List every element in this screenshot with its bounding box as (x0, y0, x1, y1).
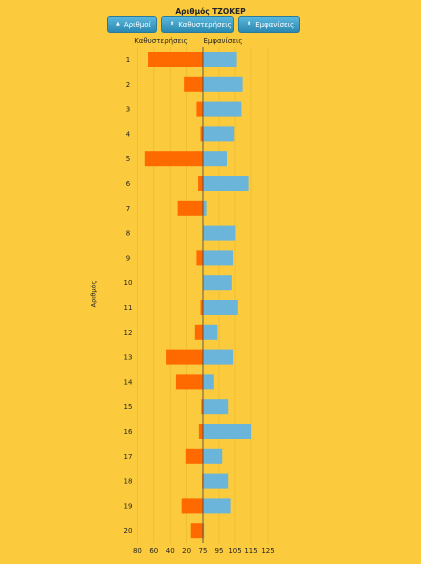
left-tick-label: 40 (166, 547, 175, 555)
appearance-bar (203, 349, 233, 365)
appearance-bar (203, 523, 205, 539)
appearance-bar (203, 399, 229, 415)
delay-bar (201, 399, 203, 415)
delay-bar (177, 200, 203, 216)
delay-bar (166, 349, 203, 365)
delay-bar (184, 76, 203, 92)
category-label: 18 (124, 478, 133, 486)
category-label: 1 (126, 56, 130, 64)
delay-bar (181, 498, 203, 514)
delay-bar (200, 126, 203, 142)
delay-bar (202, 473, 203, 489)
sort-up-icon: ▲ (116, 21, 120, 27)
appearance-bar (203, 498, 231, 514)
category-label: 6 (126, 180, 131, 188)
delay-bar (144, 151, 203, 167)
delay-bar (148, 52, 203, 67)
right-tick-label: 75 (199, 547, 208, 555)
sort-delays-button[interactable]: ⬍ Καθυστερήσεις (161, 16, 234, 33)
appearance-bar (203, 225, 236, 241)
sort-delays-label: Καθυστερήσεις (178, 20, 232, 29)
delay-bar (196, 101, 203, 117)
delay-bar (190, 523, 203, 539)
category-label: 8 (126, 230, 130, 238)
left-tick-label: 80 (133, 547, 142, 555)
category-label: 13 (124, 354, 133, 362)
category-label: 9 (126, 254, 130, 262)
right-tick-label: 125 (261, 547, 274, 555)
delay-bar (185, 448, 203, 464)
category-label: 11 (124, 304, 133, 312)
appearance-bar (203, 250, 233, 266)
delay-bar (196, 250, 203, 266)
right-panel-header: Εμφανίσεις (203, 37, 242, 45)
appearance-bar (203, 275, 232, 291)
appearance-bar (203, 52, 237, 67)
category-label: 2 (126, 81, 130, 89)
appearance-bar (203, 473, 229, 489)
sort-appearances-label: Εμφανίσεις (255, 20, 295, 29)
sort-numbers-button[interactable]: ▲ Αριθμοί (107, 16, 157, 33)
sort-toolbar: ▲ Αριθμοί ⬍ Καθυστερήσεις ⬍ Εμφανίσεις (107, 16, 300, 33)
appearance-bar (203, 76, 243, 92)
delay-bar (200, 300, 203, 315)
left-panel-header: Καθυστερήσεις (134, 37, 188, 45)
left-tick-label: 60 (149, 547, 158, 555)
category-label: 10 (124, 279, 133, 287)
chart-title: Αριθμός ΤΖΟΚΕΡ (175, 7, 246, 16)
appearance-bar (203, 126, 235, 142)
appearance-bar (203, 300, 238, 315)
delay-bar (175, 374, 203, 390)
appearance-bar (203, 200, 207, 216)
sort-appearances-button[interactable]: ⬍ Εμφανίσεις (238, 16, 300, 33)
appearance-bar (203, 324, 218, 340)
category-label: 14 (124, 378, 133, 386)
appearance-bar (203, 448, 223, 464)
right-tick-label: 95 (215, 547, 224, 555)
sort-updown-icon: ⬍ (247, 21, 252, 27)
appearance-bar (203, 176, 249, 191)
category-label: 5 (126, 155, 130, 163)
category-label: 17 (124, 453, 133, 461)
appearance-bar (203, 374, 214, 390)
appearance-bar (203, 151, 227, 167)
delay-bar (198, 176, 203, 191)
category-label: 19 (124, 502, 133, 510)
category-label: 20 (124, 527, 133, 535)
category-label: 12 (124, 329, 133, 337)
appearance-bar (203, 101, 242, 117)
delay-bar (194, 324, 203, 340)
sort-numbers-label: Αριθμοί (123, 20, 151, 29)
category-label: 15 (124, 403, 133, 411)
category-label: 7 (126, 205, 130, 213)
right-tick-label: 105 (228, 547, 241, 555)
appearance-bar (203, 424, 251, 439)
left-tick-label: 20 (182, 547, 191, 555)
right-tick-label: 115 (244, 547, 257, 555)
sort-updown-icon: ⬍ (170, 21, 175, 27)
category-label: 4 (126, 130, 131, 138)
category-label: 3 (126, 106, 130, 114)
delay-bar (198, 424, 203, 439)
category-label: 16 (124, 428, 133, 436)
